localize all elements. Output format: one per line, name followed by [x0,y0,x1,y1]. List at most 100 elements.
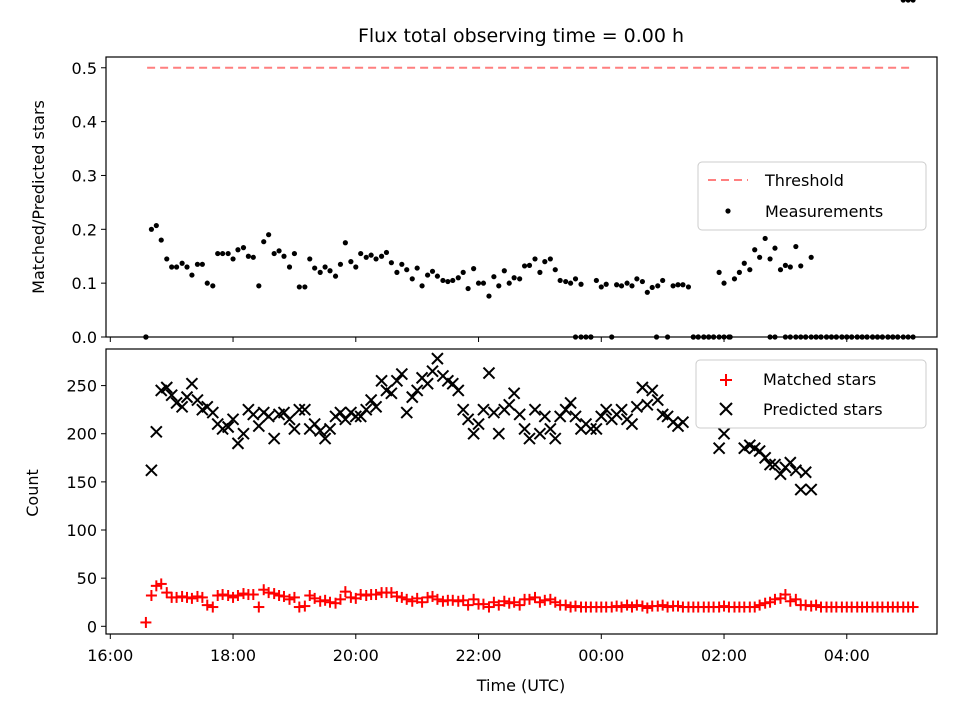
predicted-star-point [712,441,726,455]
measurement-point [655,283,661,289]
measurement-point [506,280,512,286]
measurement-point [414,265,420,271]
measurement-point [409,276,415,282]
top-x-ticks [109,337,848,342]
measurement-point [153,222,159,229]
bottom-x-tick-label: 04:00 [824,646,870,665]
top-y-tick-label: 0.3 [72,166,97,185]
matched-star-point [779,589,791,601]
matched-star-point [288,591,300,603]
predicted-star-point [385,387,398,400]
measurement-point [777,267,784,273]
legend-measurements-swatch [725,208,731,214]
matched-star-point [196,591,208,603]
matched-star-point [227,591,239,603]
measurement-point [434,273,441,279]
matched-star-point [810,599,822,611]
measurement-point [475,280,482,286]
measurement-point [327,268,333,274]
measurement-point [286,264,293,270]
measurement-point [460,269,466,275]
measurement-point [399,261,405,267]
matched-star-point [641,602,653,614]
matched-star-point [529,591,541,603]
measurement-point [614,282,620,288]
predicted-star-point [564,396,577,410]
measurement-point [782,262,789,268]
predicted-star-point [774,467,787,481]
measurement-point [747,267,753,273]
bottom-x-tick-label: 16:00 [87,646,133,665]
predicted-star-point [799,466,812,479]
measurement-point [363,254,369,260]
predicted-star-point [487,406,501,419]
bottom-y-tick-label: 250 [66,377,97,396]
bottom-y-tick-label: 50 [77,569,97,588]
predicted-star-point [569,410,582,423]
matched-star-point [222,589,234,601]
matched-star-point [498,595,510,607]
predicted-star-point [360,403,373,416]
measurement-point [148,226,155,232]
matched-star-point [299,600,311,612]
matched-star-point [319,594,331,606]
matched-star-point [560,599,572,611]
measurement-point [378,253,385,259]
predicted-star-point [538,410,552,423]
measurement-point [465,285,471,292]
predicted-star-point [549,432,562,445]
predicted-star-point [461,413,475,426]
predicted-star-point [406,390,419,404]
measurement-point [900,0,906,3]
predicted-star-point [247,408,260,421]
measurement-point [220,250,226,257]
measurement-point [225,250,231,257]
bottom-y-tick-label: 0 [87,617,97,636]
measurement-point [578,281,584,287]
matched-star-point [534,596,546,608]
bottom-legend-box [695,359,927,429]
matched-star-point [140,616,152,628]
measurement-point [660,277,666,284]
measurement-point [240,245,247,251]
predicted-star-point [599,403,613,416]
top-axes-frame [105,56,938,338]
matched-star-point [186,592,198,604]
measurement-point [757,254,763,260]
predicted-star-point [267,432,281,445]
predicted-star-point [625,417,639,431]
measurement-point [639,278,646,285]
matched-star-point [483,601,495,613]
matched-star-point [370,589,382,601]
measurement-point [471,266,477,272]
measurement-point [532,256,538,262]
top-plot-area [143,0,916,340]
matched-star-point [207,601,219,613]
measurement-point [685,284,692,290]
predicted-star-point [477,403,490,416]
measurement-point [230,256,236,262]
matched-star-point [385,587,397,599]
predicted-star-point [421,377,434,390]
predicted-star-point [288,422,301,436]
measurement-point [517,276,523,282]
predicted-star-point [400,406,413,419]
predicted-star-point [293,403,306,416]
predicted-star-point [763,458,777,471]
measurement-point [271,250,277,257]
predicted-star-point [503,398,516,412]
matched-star-point [161,587,173,599]
measurement-point [772,245,778,251]
measurement-point [563,278,569,285]
measurement-point [491,274,497,280]
predicted-star-point [523,432,536,445]
matched-star-point [416,596,428,608]
matched-star-point [462,599,474,611]
measurement-point [552,267,558,273]
measurement-point [394,269,400,275]
matched-star-point [626,601,638,613]
measurement-point [245,253,251,259]
predicted-star-point [544,422,557,436]
measurement-point [762,235,768,242]
predicted-star-point [298,403,312,416]
